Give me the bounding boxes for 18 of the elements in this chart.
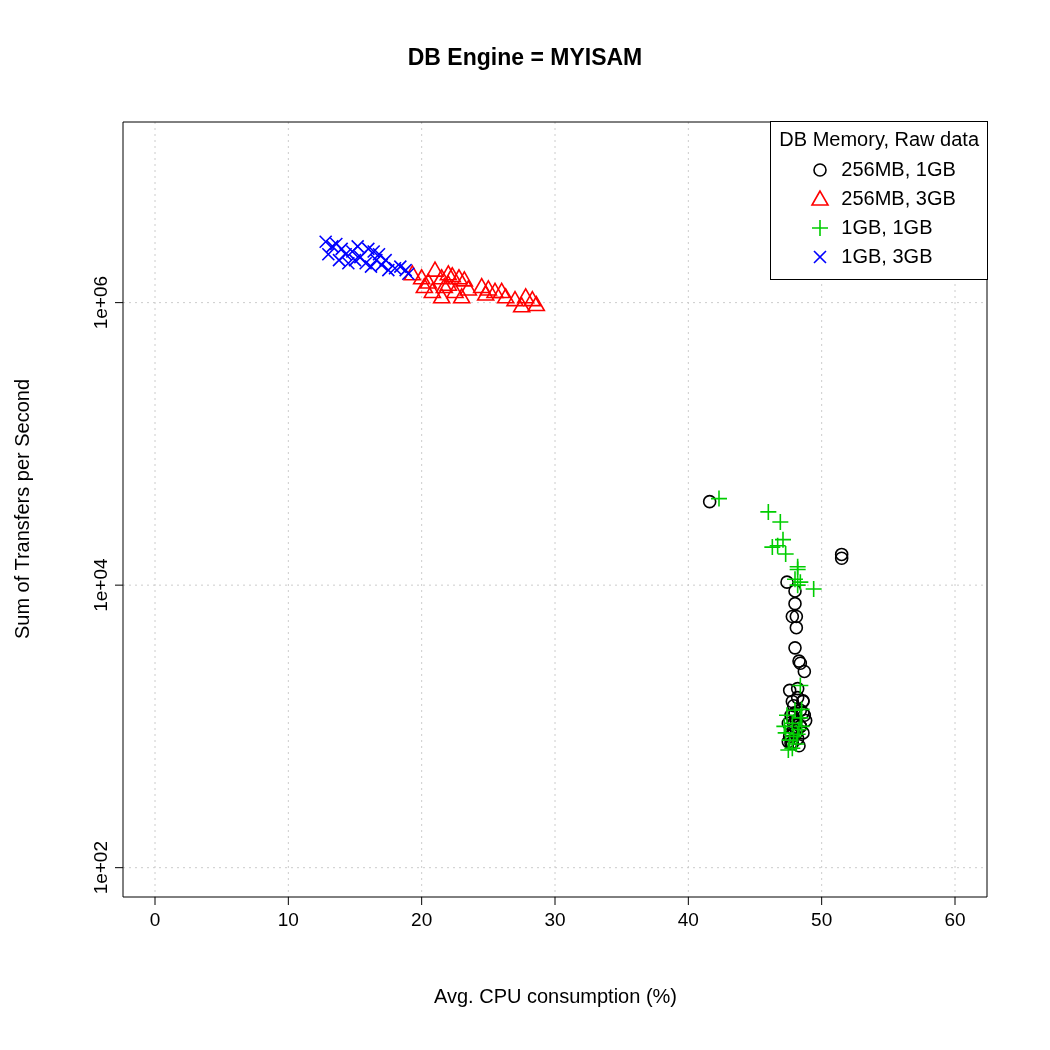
chart-title: DB Engine = MYISAM: [406, 44, 644, 71]
y-axis-title: Sum of Transfers per Second: [10, 378, 34, 640]
y-tick-label: 1e+02: [90, 840, 111, 895]
legend-label: 256MB, 3GB: [841, 187, 956, 210]
x-tick-label: 60: [944, 909, 966, 931]
legend-label: 256MB, 1GB: [841, 158, 956, 181]
x-axis-title: Avg. CPU consumption (%): [432, 985, 679, 1008]
legend-label: 1GB, 1GB: [841, 216, 933, 239]
x-tick-label: 30: [544, 909, 566, 931]
x-tick-label: 10: [277, 909, 299, 931]
x-tick-label: 20: [411, 909, 433, 931]
legend-title: DB Memory, Raw data: [779, 128, 979, 151]
legend-label: 1GB, 3GB: [841, 245, 933, 268]
x-tick-label: 50: [811, 909, 833, 931]
x-tick-label: 40: [677, 909, 699, 931]
y-tick-label: 1e+06: [90, 275, 111, 330]
x-tick-label: 0: [149, 909, 161, 931]
y-tick-label: 1e+04: [90, 558, 111, 612]
